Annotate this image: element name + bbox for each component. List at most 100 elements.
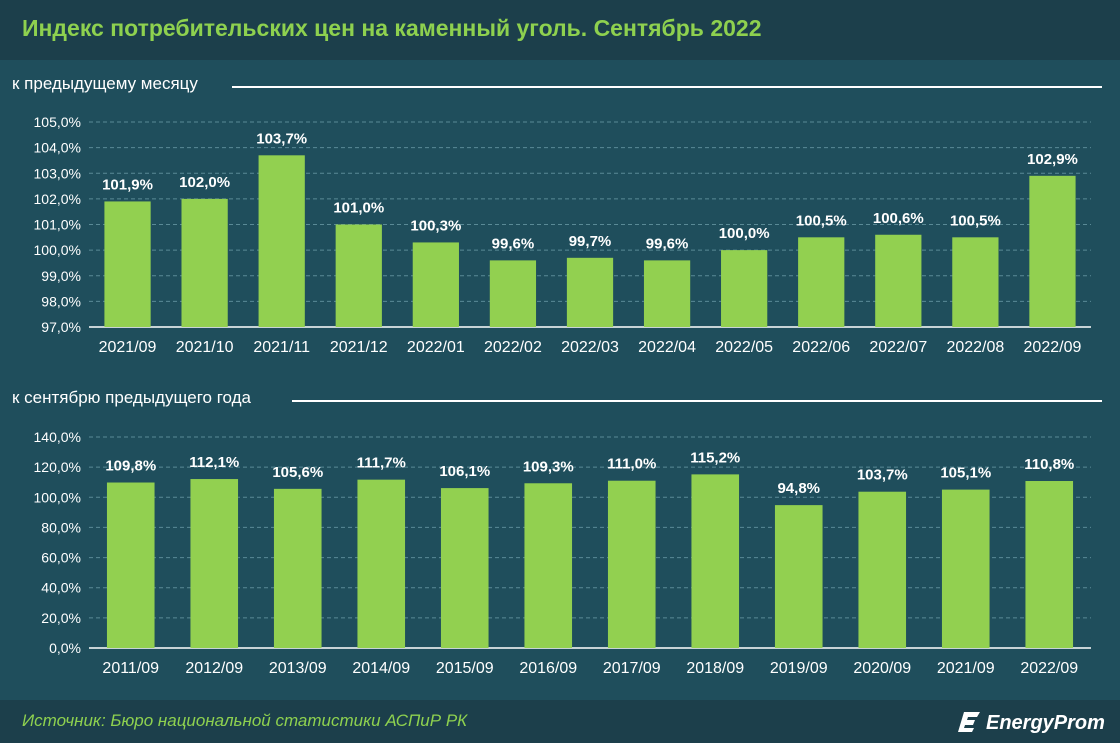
- bar-value-label: 100,6%: [873, 210, 924, 227]
- bar: [181, 198, 228, 327]
- x-category-label: 2021/10: [176, 339, 234, 356]
- bar-value-label: 103,7%: [857, 467, 908, 484]
- bar-value-label: 109,8%: [105, 458, 156, 475]
- bar-value-label: 99,6%: [646, 235, 689, 252]
- bar: [858, 491, 907, 648]
- bar-value-label: 99,6%: [492, 235, 535, 252]
- y-tick-label: 20,0%: [41, 610, 81, 626]
- x-category-label: 2014/09: [352, 660, 410, 677]
- y-tick-label: 80,0%: [41, 519, 81, 535]
- bar: [798, 237, 845, 327]
- y-tick-label: 102,0%: [34, 191, 81, 207]
- logo-brand-name: EnergyProm: [986, 712, 1105, 734]
- energyprom-logo-icon: [958, 712, 980, 732]
- bar-value-label: 102,0%: [179, 174, 230, 191]
- bar: [566, 257, 614, 327]
- bar: [952, 237, 999, 327]
- section-rule-monthly: [232, 86, 1102, 88]
- y-tick-label: 99,0%: [41, 268, 81, 284]
- bar-value-label: 101,0%: [333, 200, 384, 217]
- y-tick-label: 60,0%: [41, 550, 81, 566]
- bar: [258, 155, 305, 327]
- x-category-label: 2018/09: [686, 660, 744, 677]
- x-category-label: 2013/09: [269, 660, 327, 677]
- bar-value-label: 100,5%: [950, 212, 1001, 229]
- bar-value-label: 94,8%: [777, 480, 820, 497]
- bar-value-label: 115,2%: [690, 449, 740, 466]
- y-tick-label: 100,0%: [34, 242, 81, 258]
- x-category-label: 2021/09: [99, 339, 157, 356]
- x-category-label: 2016/09: [519, 660, 577, 677]
- monthly-bar-chart: 97,0% 98,0% 99,0% 100,0% 101,0% 102,0% 103,0% 1…: [34, 114, 1091, 356]
- y-tick-label: 97,0%: [41, 319, 81, 335]
- x-category-label: 2021/09: [937, 660, 995, 677]
- y-tick-label: 100,0%: [34, 489, 81, 505]
- section-label-monthly: к предыдущему месяцу: [12, 74, 198, 93]
- y-tick-label: 40,0%: [41, 580, 81, 596]
- x-category-label: 2022/09: [1024, 339, 1082, 356]
- y-tick-label: 105,0%: [34, 114, 81, 130]
- bar: [875, 234, 922, 327]
- bar: [104, 201, 151, 327]
- y-tick-label: 101,0%: [34, 217, 81, 233]
- bar: [643, 260, 691, 327]
- bar-value-label: 106,1%: [439, 463, 490, 480]
- bar: [106, 482, 155, 648]
- x-category-label: 2011/09: [102, 660, 159, 677]
- bar: [335, 224, 382, 327]
- section-label-yearly: к сентябрю предыдущего года: [12, 388, 251, 407]
- bar-value-label: 112,1%: [189, 454, 239, 471]
- y-tick-label: 140,0%: [34, 429, 81, 445]
- bar-value-label: 105,6%: [272, 464, 323, 481]
- x-category-label: 2022/04: [638, 339, 696, 356]
- x-category-label: 2017/09: [603, 660, 661, 677]
- source-note: Источник: Бюро национальной статистики А…: [22, 711, 468, 730]
- bar-value-label: 100,0%: [719, 225, 770, 242]
- bar: [607, 480, 656, 648]
- y-tick-label: 104,0%: [34, 140, 81, 156]
- y-tick-label: 0,0%: [49, 640, 81, 656]
- bar-value-label: 99,7%: [569, 233, 612, 250]
- yearly-bar-chart: 0,0% 20,0% 40,0% 60,0% 80,0% 100,0% 120,0% 140,…: [34, 429, 1091, 677]
- bar: [357, 479, 406, 648]
- bar: [721, 250, 768, 327]
- bar: [440, 488, 489, 648]
- x-category-label: 2019/09: [770, 660, 828, 677]
- section-rule-yearly: [292, 400, 1102, 402]
- bar: [691, 474, 740, 648]
- bar-value-label: 111,7%: [357, 455, 406, 472]
- bar-value-label: 109,3%: [523, 458, 574, 475]
- bar: [190, 479, 239, 648]
- bar-value-label: 100,3%: [410, 217, 461, 234]
- energyprom-logo: EnergyProm: [952, 706, 1105, 738]
- x-category-label: 2022/07: [869, 339, 927, 356]
- x-category-label: 2020/09: [853, 660, 911, 677]
- header-bar: Индекс потребительских цен на каменный у…: [0, 0, 1120, 60]
- bar: [273, 488, 322, 648]
- bar: [489, 260, 537, 327]
- x-category-label: 2021/11: [253, 339, 310, 356]
- bar-value-label: 110,8%: [1024, 456, 1074, 473]
- x-category-label: 2022/01: [407, 339, 465, 356]
- x-category-label: 2022/05: [715, 339, 773, 356]
- x-category-label: 2015/09: [436, 660, 494, 677]
- footer-bar: Источник: Бюро национальной статистики А…: [0, 700, 1120, 743]
- x-category-label: 2022/03: [561, 339, 619, 356]
- bar: [941, 489, 990, 648]
- y-tick-label: 120,0%: [34, 459, 81, 475]
- x-category-label: 2022/06: [792, 339, 850, 356]
- bar-value-label: 102,9%: [1027, 151, 1078, 168]
- x-category-label: 2022/02: [484, 339, 542, 356]
- x-category-label: 2022/09: [1020, 660, 1078, 677]
- y-tick-label: 103,0%: [34, 165, 81, 181]
- bar-value-label: 100,5%: [796, 212, 847, 229]
- x-category-label: 2021/12: [330, 339, 388, 356]
- bar: [524, 483, 573, 648]
- bar: [412, 242, 459, 327]
- bar: [1025, 481, 1074, 648]
- x-category-label: 2012/09: [185, 660, 243, 677]
- x-category-label: 2022/08: [946, 339, 1004, 356]
- chart-title: Индекс потребительских цен на каменный у…: [22, 15, 762, 41]
- bar-value-label: 103,7%: [256, 130, 307, 147]
- y-tick-label: 98,0%: [41, 293, 81, 309]
